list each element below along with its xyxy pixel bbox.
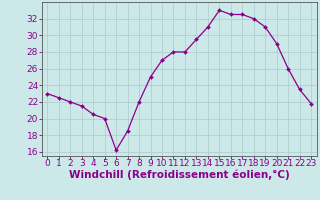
- X-axis label: Windchill (Refroidissement éolien,°C): Windchill (Refroidissement éolien,°C): [69, 170, 290, 180]
